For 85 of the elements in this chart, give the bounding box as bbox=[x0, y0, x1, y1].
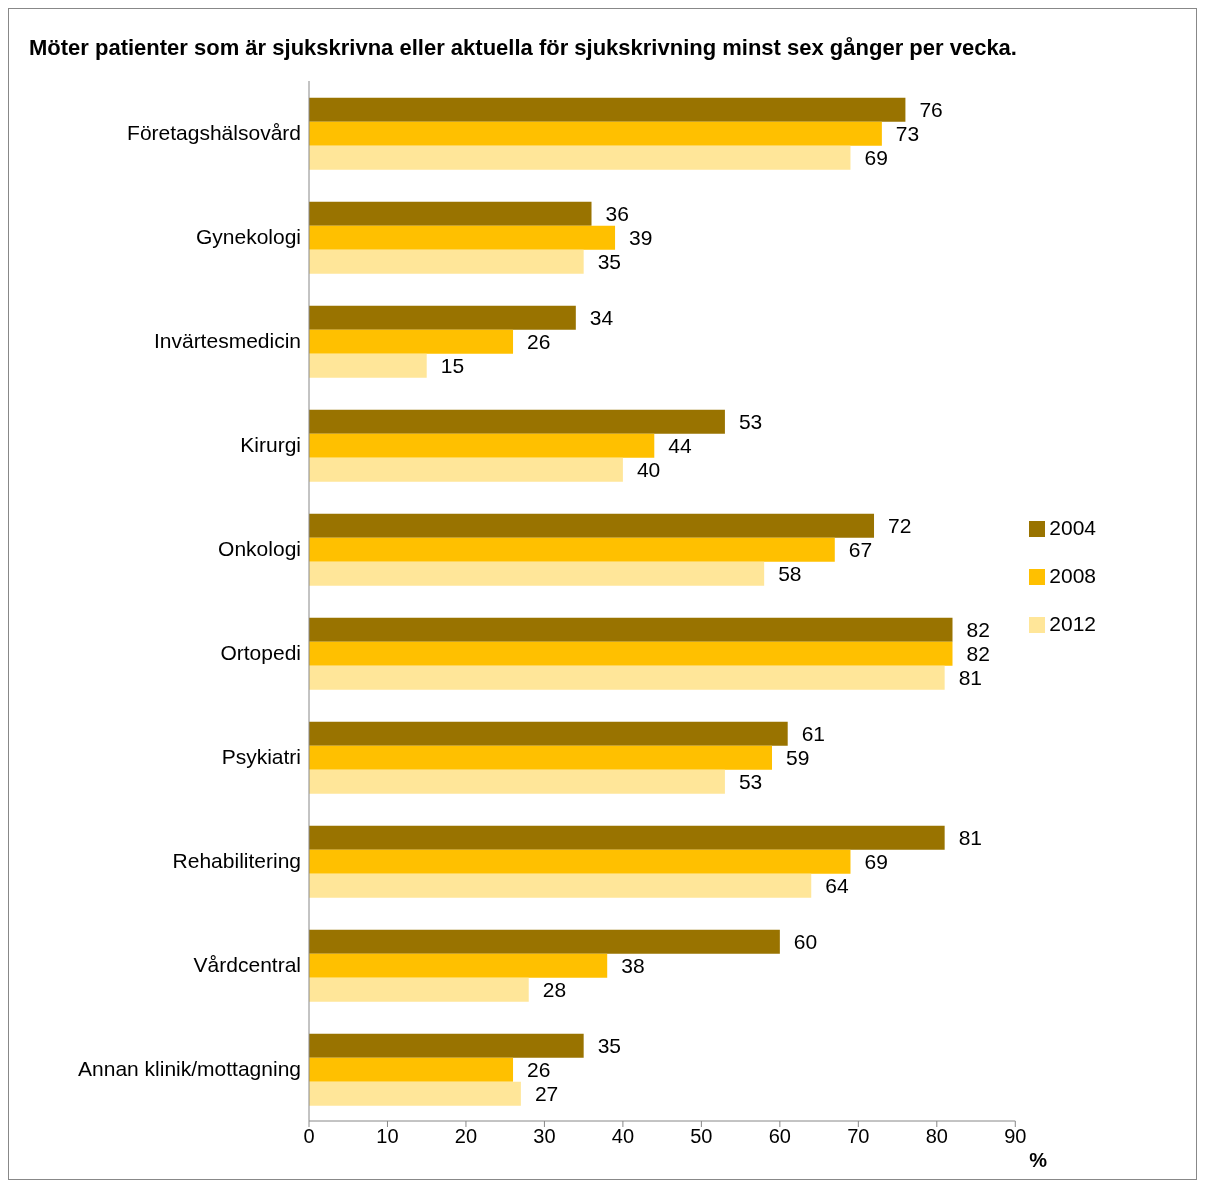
bar bbox=[309, 353, 427, 378]
x-tick-label: 90 bbox=[1004, 1125, 1027, 1148]
data-label: 69 bbox=[864, 850, 888, 874]
data-label: 81 bbox=[958, 826, 983, 850]
data-label: 53 bbox=[738, 770, 763, 794]
y-tick-label: Kirurgi bbox=[240, 433, 301, 457]
x-tick-label: 40 bbox=[611, 1125, 635, 1148]
x-tick-label: 0 bbox=[303, 1125, 315, 1148]
data-label: 27 bbox=[534, 1082, 559, 1106]
y-tick-label: Vårdcentral bbox=[193, 953, 301, 977]
data-label: 26 bbox=[527, 330, 551, 354]
data-label: 35 bbox=[597, 1034, 622, 1058]
bar bbox=[309, 873, 812, 898]
legend-label: 2012 bbox=[1049, 612, 1096, 635]
bar bbox=[309, 97, 906, 122]
bar bbox=[309, 225, 616, 250]
data-label: 59 bbox=[786, 746, 810, 770]
y-tick-label: Annan klinik/mottagning bbox=[78, 1057, 301, 1081]
bar bbox=[309, 953, 608, 978]
bar bbox=[309, 769, 725, 794]
bar bbox=[309, 409, 725, 434]
y-tick-label: Gynekologi bbox=[195, 225, 301, 249]
bar bbox=[309, 513, 875, 538]
bar bbox=[309, 977, 529, 1002]
bar bbox=[309, 457, 623, 482]
bar bbox=[309, 305, 576, 330]
data-label: 28 bbox=[542, 978, 567, 1002]
legend-label: 2008 bbox=[1049, 564, 1096, 587]
data-label: 44 bbox=[668, 434, 692, 458]
bar bbox=[309, 249, 584, 274]
x-tick-label: 30 bbox=[533, 1125, 556, 1148]
bar bbox=[309, 721, 788, 746]
x-tick-label: 60 bbox=[768, 1125, 791, 1148]
data-label: 67 bbox=[848, 538, 873, 562]
data-label: 61 bbox=[801, 722, 826, 746]
legend-label: 2004 bbox=[1049, 516, 1096, 539]
data-label: 64 bbox=[825, 874, 849, 898]
data-label: 53 bbox=[738, 410, 763, 434]
bar bbox=[309, 1081, 521, 1106]
data-label: 82 bbox=[966, 618, 990, 642]
x-axis-title: % bbox=[1029, 1149, 1048, 1172]
bar bbox=[309, 121, 882, 146]
bar bbox=[309, 561, 765, 586]
data-label: 35 bbox=[597, 250, 622, 274]
bar bbox=[309, 825, 945, 850]
bar bbox=[309, 929, 780, 954]
x-tick-label: 80 bbox=[925, 1125, 948, 1148]
x-tick-label: 70 bbox=[847, 1125, 870, 1148]
data-label: 69 bbox=[864, 146, 888, 170]
bar bbox=[309, 1033, 584, 1058]
chart-title: Möter patienter som är sjukskrivna eller aktuella för sjukskrivning minst sex gånger per vecka. bbox=[28, 34, 1018, 61]
data-label: 82 bbox=[966, 642, 990, 666]
data-label: 73 bbox=[895, 122, 920, 146]
bar bbox=[309, 329, 514, 354]
data-label: 81 bbox=[958, 666, 983, 690]
bar bbox=[309, 745, 773, 770]
bar bbox=[309, 433, 655, 458]
data-label: 72 bbox=[888, 514, 912, 538]
bar bbox=[309, 641, 953, 666]
y-tick-label: Invärtesmedicin bbox=[153, 329, 301, 353]
bar bbox=[309, 1057, 514, 1082]
data-label: 58 bbox=[778, 562, 802, 586]
data-label: 40 bbox=[636, 458, 661, 482]
data-label: 15 bbox=[440, 354, 465, 378]
bar bbox=[309, 617, 953, 642]
x-tick-label: 50 bbox=[690, 1125, 713, 1148]
data-label: 39 bbox=[629, 226, 653, 250]
y-tick-label: Företagshälsovård bbox=[127, 121, 301, 145]
bar bbox=[309, 665, 945, 690]
data-label: 38 bbox=[621, 954, 645, 978]
bar bbox=[309, 145, 851, 170]
y-tick-label: Ortopedi bbox=[220, 641, 301, 665]
bar bbox=[309, 849, 851, 874]
data-label: 76 bbox=[919, 98, 943, 122]
bar bbox=[309, 537, 835, 562]
y-tick-label: Rehabilitering bbox=[172, 849, 301, 873]
data-label: 26 bbox=[527, 1058, 551, 1082]
x-tick-label: 20 bbox=[454, 1125, 478, 1148]
y-tick-label: Onkologi bbox=[218, 537, 301, 561]
data-label: 36 bbox=[605, 202, 629, 226]
data-label: 60 bbox=[793, 930, 818, 954]
x-tick-label: 10 bbox=[376, 1125, 399, 1148]
y-tick-label: Psykiatri bbox=[221, 745, 301, 769]
data-label: 34 bbox=[589, 306, 614, 330]
bar bbox=[309, 201, 592, 226]
